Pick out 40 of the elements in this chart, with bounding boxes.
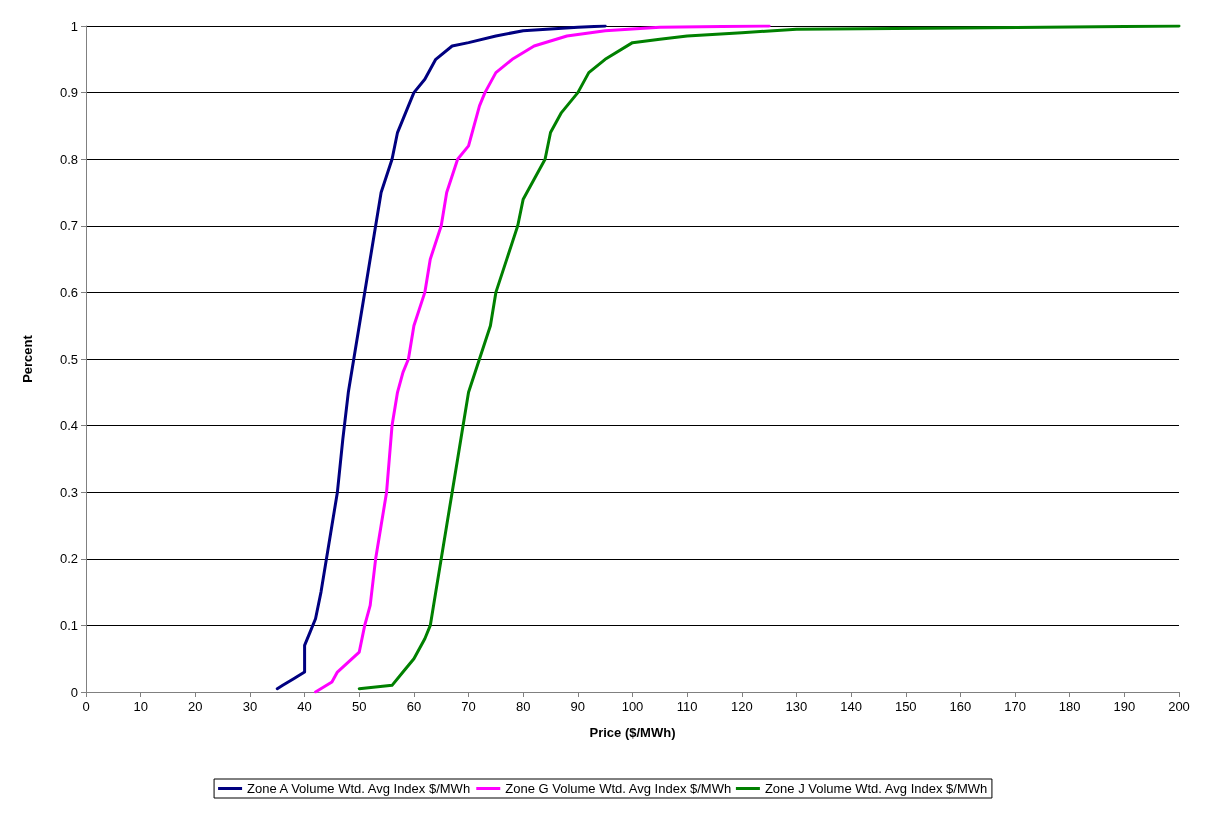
x-tick-label: 110	[676, 699, 698, 714]
line-series	[357, 24, 1181, 691]
x-tick-label: 80	[515, 699, 531, 714]
x-tick-label: 130	[785, 699, 808, 714]
legend-label: Zone G Volume Wtd. Avg Index $/MWh	[505, 781, 732, 796]
y-tick-label: 0.2	[59, 551, 78, 567]
x-tick-label: 190	[1113, 699, 1136, 714]
y-tick-label: 0.4	[59, 418, 78, 434]
legend-label: Zone A Volume Wtd. Avg Index $/MWh	[247, 781, 471, 796]
y-tick-label: 1	[70, 18, 78, 34]
x-tick-label: 70	[461, 699, 476, 714]
x-tick-label: 30	[242, 699, 258, 714]
x-tick-label: 20	[188, 699, 203, 714]
x-axis-title: Price ($/MWh)	[589, 725, 676, 740]
x-tick-label: 60	[406, 699, 422, 714]
x-tick-label: 40	[297, 699, 312, 714]
line-series	[314, 24, 771, 694]
x-tick-label: 50	[352, 699, 367, 714]
y-tick-label: 0	[70, 684, 78, 700]
x-tick-label: 170	[1004, 699, 1026, 714]
y-tick-label: 0.8	[59, 151, 78, 167]
x-tick-label: 120	[730, 699, 753, 714]
x-tick-label: 140	[840, 699, 862, 714]
y-tick-label: 0.5	[59, 351, 78, 367]
y-tick-label: 0.7	[59, 218, 78, 234]
y-tick-label: 0.6	[59, 284, 78, 300]
legend-label: Zone J Volume Wtd. Avg Index $/MWh	[764, 781, 988, 796]
x-tick-label: 0	[82, 699, 90, 714]
y-tick-label: 0.1	[59, 617, 78, 633]
y-tick-label: 0.3	[59, 484, 78, 500]
y-axis-title: Percent	[20, 334, 35, 383]
x-tick-label: 150	[894, 699, 917, 714]
x-tick-label: 200	[1168, 699, 1190, 714]
x-tick-label: 10	[133, 699, 148, 714]
y-tick-label: 0.9	[59, 85, 78, 101]
line-series	[275, 24, 607, 691]
x-tick-label: 160	[949, 699, 972, 714]
x-tick-label: 100	[621, 699, 644, 714]
x-tick-label: 90	[570, 699, 586, 714]
x-tick-label: 180	[1058, 699, 1081, 714]
